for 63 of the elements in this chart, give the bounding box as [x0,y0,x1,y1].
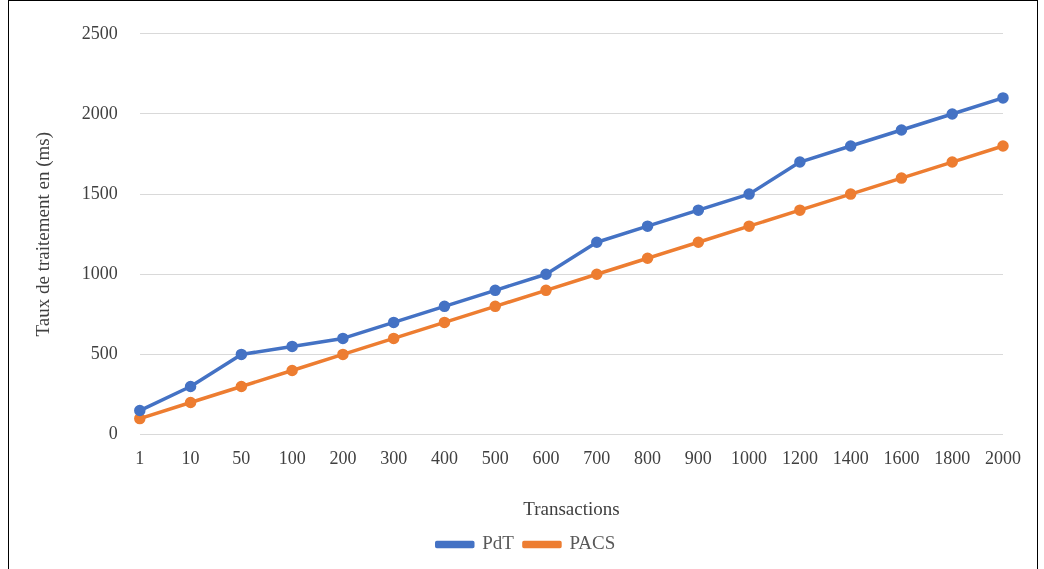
point [540,284,552,297]
point [692,204,705,216]
point [641,252,654,264]
point [184,380,197,393]
point [337,348,349,361]
x-tick-label: 800 [634,448,662,469]
point [286,364,298,377]
x-tick-label: 200 [329,448,357,469]
point [337,332,349,345]
x-axis-title: Transactions [523,497,620,519]
point [743,188,755,200]
x-tick-label: 300 [380,448,408,469]
point [692,236,705,248]
point [184,396,197,409]
x-tick-label: 900 [684,448,712,469]
x-tick-label: 1400 [832,448,869,469]
point [235,380,248,393]
point [591,268,603,281]
point [895,124,908,136]
x-tick-label: 500 [481,448,509,469]
point [997,140,1009,152]
x-tick-label: 1800 [934,448,971,469]
y-tick-label: 2500 [81,22,118,43]
x-tick-label: 50 [232,448,251,469]
point [946,156,958,168]
x-tick-label: 400 [430,448,458,469]
point [540,268,552,281]
x-tick-label: 1600 [883,448,920,469]
point [387,316,400,329]
x-tick-label: 10 [181,448,200,469]
y-tick-label: 1000 [81,263,118,284]
x-tick-label: 600 [532,448,560,469]
y-axis-title: Taux de traitement en (ms) [32,131,55,337]
x-tick-label: 100 [278,448,306,469]
point [235,348,248,361]
point [997,92,1009,104]
point [438,300,451,313]
point [641,220,654,232]
point [591,236,603,248]
point [743,220,755,232]
point [134,404,146,417]
point [438,316,451,329]
point [286,340,298,353]
y-tick-label: 2000 [81,102,118,123]
y-tick-label: 1500 [81,182,118,203]
point [794,204,806,216]
y-tick-label: 500 [90,343,118,364]
point [844,188,857,200]
point [844,140,857,152]
point [895,172,908,184]
x-tick-label: 2000 [985,448,1021,469]
x-tick-label: 1200 [781,448,818,469]
x-tick-label: 700 [583,448,611,469]
point [794,156,806,168]
point [387,332,400,345]
point [946,108,958,120]
legend-label: PACS [569,532,616,554]
x-tick-label: 1000 [731,448,768,469]
point [489,284,501,297]
point [489,300,501,313]
x-tick-label: 1 [135,448,145,469]
legend-label: PdT [482,532,515,554]
y-tick-label: 0 [108,423,118,444]
